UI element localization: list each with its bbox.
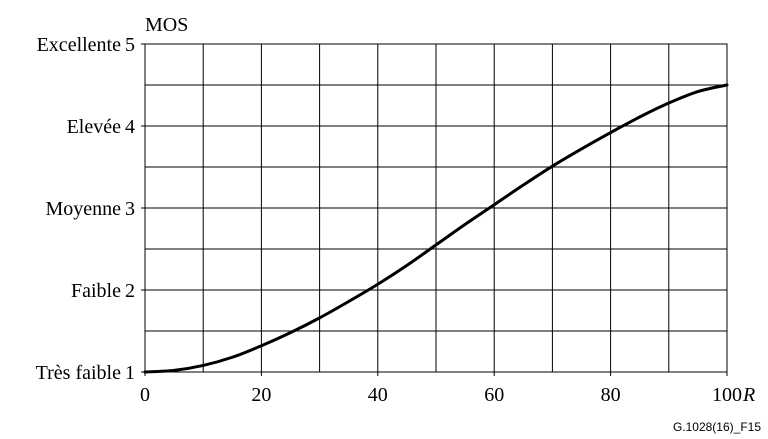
x-tick-label: 0 xyxy=(140,384,150,406)
label-layer: MOS R G.1028(16)_F15 xyxy=(145,14,761,434)
tick-layer: Excellente 5 Elevée 4 Moyenne 3 Faible 2 Très fa… xyxy=(36,34,742,406)
grid-layer xyxy=(144,43,728,373)
y-tick-label: Moyenne 3 xyxy=(45,198,135,220)
x-axis-title: R xyxy=(742,384,755,406)
y-tick-label: Faible 2 xyxy=(71,280,135,302)
mos-curve xyxy=(143,83,729,374)
x-tick-label: 60 xyxy=(484,384,504,406)
x-tick-label: 100 xyxy=(712,384,742,406)
y-tick-label: Excellente 5 xyxy=(37,34,135,56)
series-layer xyxy=(143,83,729,374)
y-tick-label: Elevée 4 xyxy=(67,116,135,138)
figure-reference: G.1028(16)_F15 xyxy=(673,420,761,434)
y-tick-label: Très faible 1 xyxy=(36,362,135,384)
x-tick-label: 40 xyxy=(368,384,388,406)
y-axis-title: MOS xyxy=(145,14,188,36)
x-tick-label: 20 xyxy=(251,384,271,406)
x-tick-label: 80 xyxy=(601,384,621,406)
